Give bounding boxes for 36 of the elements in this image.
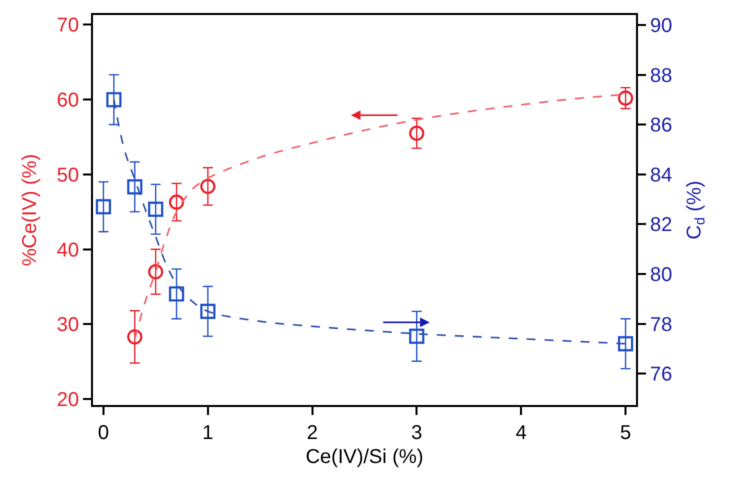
point — [148, 202, 164, 217]
y-tick-label: 70 — [56, 14, 79, 37]
point — [618, 336, 634, 352]
x-tick-label: 4 — [516, 422, 527, 444]
point — [409, 126, 424, 141]
point — [200, 178, 216, 194]
y2-tick-label: 80 — [650, 264, 672, 286]
point — [618, 90, 634, 106]
y2-tick-label: 86 — [650, 114, 672, 137]
y2-tick-label: 88 — [650, 64, 672, 87]
y2-tick-label: 90 — [650, 14, 672, 37]
point — [96, 199, 112, 214]
y-tick-label: 40 — [56, 239, 79, 262]
x-tick-label: 0 — [98, 422, 110, 444]
point — [200, 304, 216, 319]
point — [168, 286, 184, 302]
x-tick-label: 1 — [202, 422, 214, 444]
point — [127, 329, 142, 344]
x-tick-label: 3 — [411, 422, 422, 444]
point — [409, 328, 424, 344]
x-tick-label: 5 — [620, 422, 632, 444]
x-tick-label: 2 — [306, 422, 318, 444]
point — [148, 264, 164, 280]
y-tick-label: 60 — [56, 90, 79, 112]
y2-tick-label: 76 — [650, 364, 672, 386]
y-tick-label: 50 — [56, 164, 79, 186]
y-tick-label: 20 — [56, 389, 79, 412]
point — [168, 194, 184, 210]
y2-tick-label: 82 — [650, 214, 672, 236]
y-axis-title: %Ce(IV) (%) — [18, 154, 41, 266]
y2-tick-label: 84 — [650, 164, 672, 186]
x-axis-title: Ce(IV)/Si (%) — [306, 446, 424, 468]
point — [127, 179, 142, 194]
point — [106, 92, 122, 108]
y2-tick-label: 78 — [650, 314, 672, 336]
y-tick-label: 30 — [56, 314, 79, 336]
